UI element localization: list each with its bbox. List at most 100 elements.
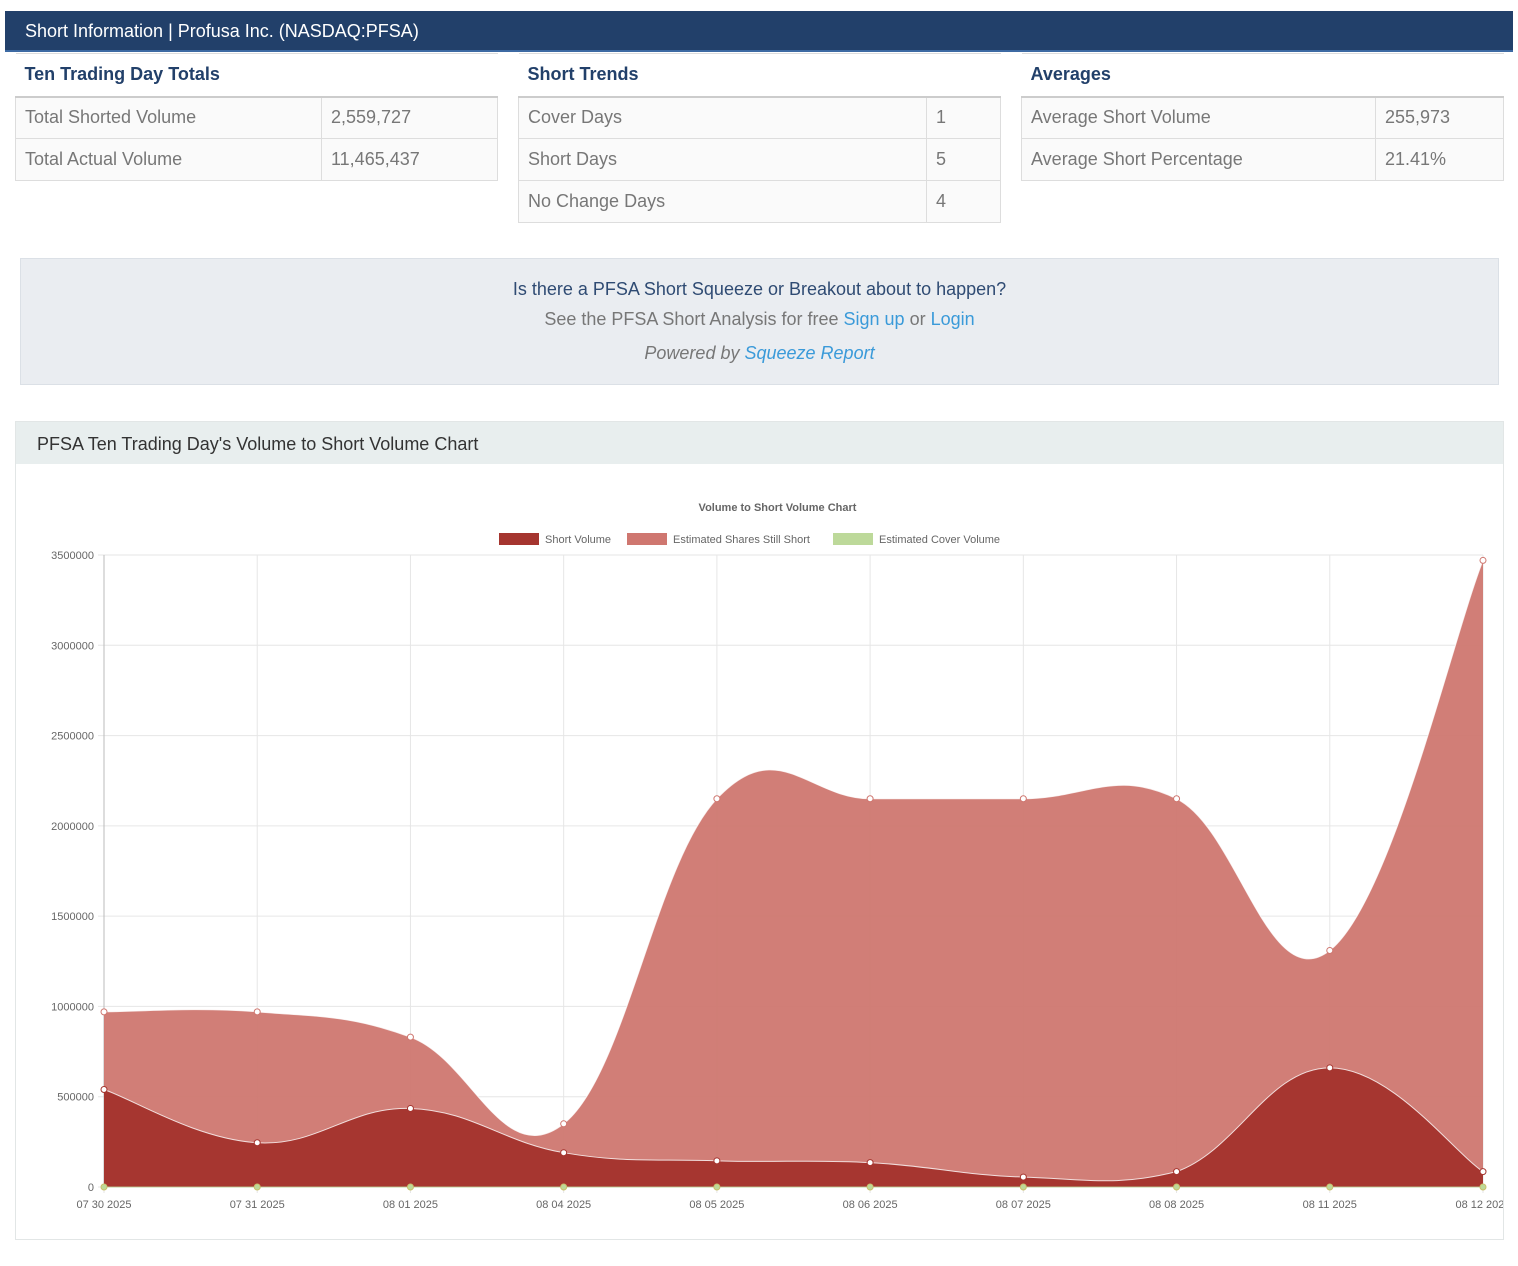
- series-area-1: [104, 560, 1483, 1187]
- data-point: [1019, 1173, 1027, 1181]
- data-point: [866, 795, 874, 803]
- data-point: [1173, 1168, 1181, 1176]
- row-value: 21.41%: [1375, 138, 1504, 181]
- data-point: [253, 1183, 261, 1191]
- legend-swatch: [627, 533, 667, 545]
- x-tick-label: 08 01 2025: [383, 1199, 438, 1211]
- legend-swatch: [833, 533, 873, 545]
- row-value: 4: [926, 180, 1001, 223]
- data-point: [100, 1085, 108, 1093]
- y-tick-label: 0: [88, 1182, 94, 1194]
- data-point: [406, 1183, 414, 1191]
- data-point: [713, 795, 721, 803]
- table-row: Short Days 5: [518, 138, 1001, 181]
- data-point: [1326, 1183, 1334, 1191]
- table-row: Average Short Volume 255,973: [1021, 96, 1504, 139]
- promo-see-text: See the PFSA Short Analysis for free: [544, 309, 839, 329]
- x-tick-label: 08 04 2025: [536, 1199, 591, 1211]
- table-row: No Change Days 4: [518, 180, 1001, 223]
- row-label: Cover Days: [518, 96, 927, 139]
- table-heading: Ten Trading Day Totals: [15, 53, 498, 98]
- data-point: [560, 1149, 568, 1157]
- row-label: Total Shorted Volume: [15, 96, 322, 139]
- chart-title: Volume to Short Volume Chart: [699, 502, 857, 514]
- legend-label: Short Volume: [545, 534, 611, 546]
- x-tick-label: 07 31 2025: [230, 1199, 285, 1211]
- row-value: 11,465,437: [321, 138, 498, 181]
- short-trends-table: Short Trends Cover Days 1 Short Days 5 N…: [518, 53, 1001, 223]
- data-point: [1479, 1168, 1487, 1176]
- series-line-1: [103, 560, 1484, 1136]
- promo-powered-line: Powered by Squeeze Report: [21, 343, 1498, 364]
- volume-chart-panel: PFSA Ten Trading Day's Volume to Short V…: [15, 421, 1504, 1240]
- login-link[interactable]: Login: [930, 309, 975, 329]
- row-label: No Change Days: [518, 180, 927, 223]
- table-heading: Short Trends: [518, 53, 1001, 98]
- row-value: 2,559,727: [321, 96, 498, 139]
- y-tick-label: 2000000: [51, 821, 94, 833]
- data-point: [1019, 795, 1027, 803]
- data-point: [406, 1104, 414, 1112]
- signup-link[interactable]: Sign up: [843, 309, 905, 329]
- data-point: [1019, 1183, 1027, 1191]
- data-point: [100, 1008, 108, 1016]
- legend-label: Estimated Shares Still Short: [673, 534, 810, 546]
- x-tick-label: 08 12 2025: [1455, 1199, 1503, 1211]
- data-point: [100, 1183, 108, 1191]
- page-title: Short Information | Profusa Inc. (NASDAQ…: [25, 21, 419, 41]
- x-tick-label: 08 11 2025: [1303, 1199, 1357, 1211]
- short-squeeze-promo: Is there a PFSA Short Squeeze or Breakou…: [20, 258, 1499, 385]
- data-point: [1479, 1183, 1487, 1191]
- promo-question: Is there a PFSA Short Squeeze or Breakou…: [512, 279, 1007, 299]
- page-header: Short Information | Profusa Inc. (NASDAQ…: [5, 11, 1513, 52]
- powered-by-text: Powered by: [644, 343, 740, 363]
- y-tick-label: 3000000: [51, 640, 94, 652]
- row-label: Total Actual Volume: [15, 138, 322, 181]
- x-tick-label: 08 06 2025: [843, 1199, 898, 1211]
- table-row: Total Actual Volume 11,465,437: [15, 138, 498, 181]
- ten-trading-day-totals-table: Ten Trading Day Totals Total Shorted Vol…: [15, 53, 498, 181]
- data-point: [406, 1033, 414, 1041]
- data-point: [713, 1183, 721, 1191]
- volume-short-chart: Volume to Short Volume Chart Short Volume…: [51, 502, 1503, 1211]
- x-tick-label: 08 05 2025: [689, 1199, 744, 1211]
- table-heading: Averages: [1021, 53, 1504, 98]
- promo-or-text: or: [909, 309, 926, 329]
- x-tick-label: 08 08 2025: [1149, 1199, 1204, 1211]
- legend-label: Estimated Cover Volume: [879, 534, 1000, 546]
- squeeze-report-link[interactable]: Squeeze Report: [744, 343, 875, 363]
- averages-table: Averages Average Short Volume 255,973 Av…: [1021, 53, 1504, 181]
- x-tick-label: 08 07 2025: [996, 1199, 1051, 1211]
- data-point: [253, 1008, 261, 1016]
- row-value: 5: [926, 138, 1001, 181]
- data-point: [1326, 1064, 1334, 1072]
- row-label: Average Short Volume: [1021, 96, 1376, 139]
- data-point: [1173, 795, 1181, 803]
- series-area-0: [104, 1067, 1483, 1187]
- row-label: Short Days: [518, 138, 927, 181]
- row-value: 255,973: [1375, 96, 1504, 139]
- y-tick-label: 1000000: [51, 1001, 94, 1013]
- table-row: Average Short Percentage 21.41%: [1021, 138, 1504, 181]
- x-tick-label: 07 30 2025: [76, 1199, 131, 1211]
- data-point: [866, 1159, 874, 1167]
- chart-panel-heading: PFSA Ten Trading Day's Volume to Short V…: [16, 422, 1503, 464]
- data-point: [1326, 946, 1334, 954]
- data-point: [1173, 1183, 1181, 1191]
- y-tick-label: 3500000: [51, 550, 94, 562]
- y-tick-label: 500000: [57, 1092, 94, 1104]
- table-row: Cover Days 1: [518, 96, 1001, 139]
- row-label: Average Short Percentage: [1021, 138, 1376, 181]
- table-row: Total Shorted Volume 2,559,727: [15, 96, 498, 139]
- row-value: 1: [926, 96, 1001, 139]
- y-tick-label: 1500000: [51, 911, 94, 923]
- data-point: [253, 1139, 261, 1147]
- promo-see-line: See the PFSA Short Analysis for free Sig…: [21, 309, 1498, 330]
- data-point: [1479, 556, 1487, 564]
- y-tick-label: 2500000: [51, 731, 94, 743]
- legend-swatch: [499, 533, 539, 545]
- data-point: [560, 1120, 568, 1128]
- data-point: [866, 1183, 874, 1191]
- series-line-0: [103, 1067, 1484, 1182]
- data-point: [713, 1157, 721, 1165]
